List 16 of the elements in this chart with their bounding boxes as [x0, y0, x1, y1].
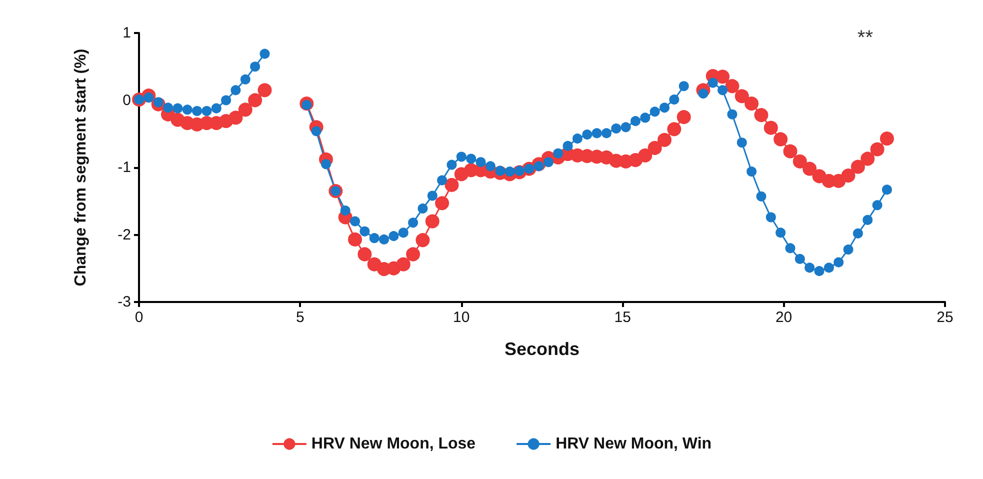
y-tick-label: 0 [122, 92, 131, 109]
y-tick-label: -3 [118, 294, 131, 310]
y-tick-label: -2 [118, 226, 131, 244]
x-tick-label: 0 [134, 309, 144, 326]
y-axis-title: Change from segment start (%) [72, 48, 90, 286]
legend-label: HRV New Moon, Lose [311, 436, 476, 452]
legend-label: HRV New Moon, Win [556, 436, 712, 452]
x-tick-label: 15 [614, 309, 631, 326]
x-tick-label: 10 [453, 309, 470, 326]
x-tick-label: 20 [775, 309, 792, 326]
x-tick-label: 25 [936, 309, 954, 326]
x-axis-title: Seconds [504, 339, 580, 359]
x-tick-label: 5 [296, 309, 304, 326]
y-tick-label: 1 [122, 24, 131, 42]
annotation: ** [857, 27, 874, 49]
y-tick-label: -1 [118, 159, 131, 176]
